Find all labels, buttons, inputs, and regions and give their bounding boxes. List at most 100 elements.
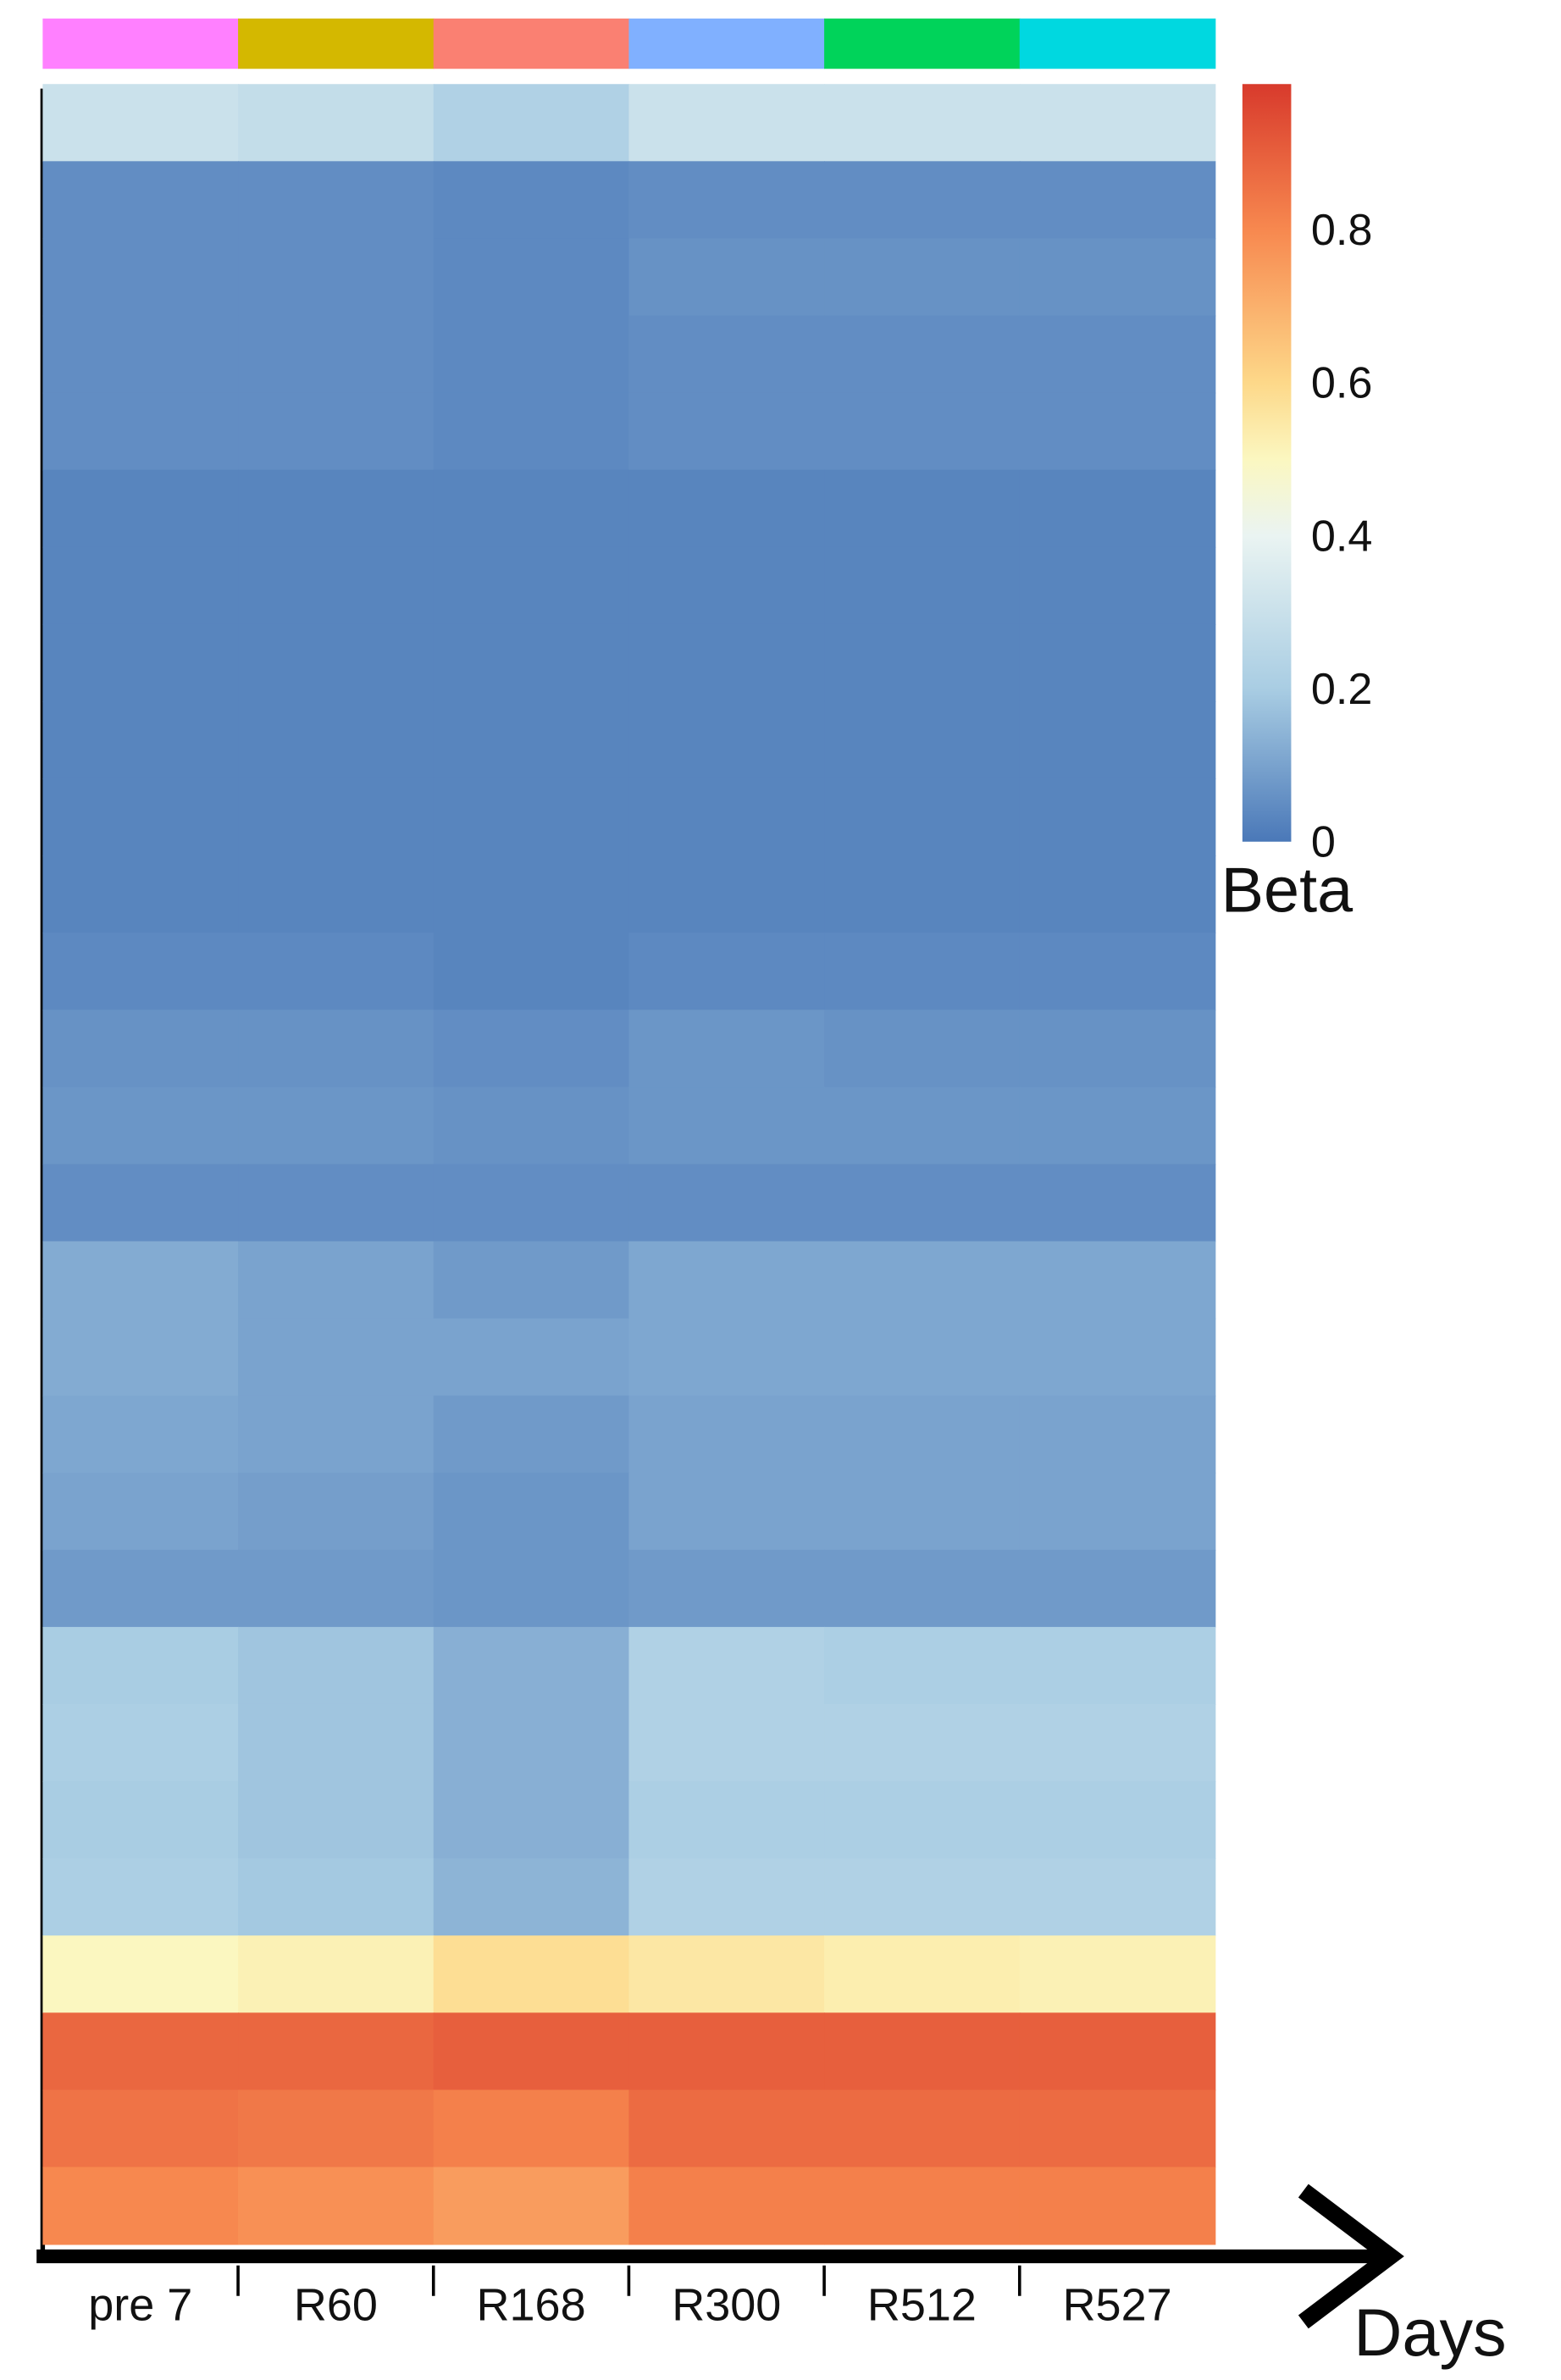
heatmap-cell [433,1858,630,1937]
heatmap-cell [1019,1010,1216,1088]
heatmap-cell [1019,1703,1216,1782]
heatmap-cell [238,469,435,548]
heatmap-cell [238,1010,435,1088]
group-color-bar [238,18,435,69]
heatmap-cell [42,1241,239,1320]
heatmap-cell [824,2012,1021,2091]
heatmap-cell [824,1241,1021,1320]
group-color-bar [1019,18,1216,69]
heatmap-cell [238,700,435,779]
heatmap-cell [42,1549,239,1628]
heatmap-cell [824,700,1021,779]
x-axis-label: Days [1353,2294,1506,2370]
heatmap-cell [824,778,1021,856]
heatmap-cell [824,84,1021,163]
heatmap-cell [433,933,630,1011]
heatmap-cell [628,1241,825,1320]
colorbar-label: Beta [1221,855,1353,927]
heatmap-cell [628,1626,825,1705]
heatmap-cell [1019,1626,1216,1705]
heatmap-cell [628,1858,825,1937]
heatmap-cell [433,623,630,702]
heatmap-cell [433,1703,630,1782]
heatmap-cell [42,1164,239,1243]
colorbar-tick-label: 0.6 [1311,359,1373,408]
heatmap-cell [628,1472,825,1551]
x-tick-label: R60 [294,2280,378,2331]
heatmap-cell [42,855,239,934]
heatmap-cell [628,855,825,934]
heatmap-cell [238,1858,435,1937]
heatmap-cell [238,2167,435,2245]
x-tick-label: R512 [867,2280,977,2331]
heatmap-cell [433,2089,630,2168]
heatmap-cell [238,546,435,625]
heatmap-cell [628,238,825,317]
heatmap-cell [824,1935,1021,2014]
heatmap-cell [42,623,239,702]
heatmap-cell [824,1395,1021,1474]
heatmap-cell [433,778,630,856]
colorbar-tick-label: 0.4 [1311,512,1373,561]
heatmap-cell [628,623,825,702]
heatmap-cell [42,1010,239,1088]
heatmap-cell [628,315,825,394]
heatmap-cell [824,1549,1021,1628]
heatmap-cell [824,1703,1021,1782]
heatmap-cell [42,1472,239,1551]
heatmap-cell [433,1318,630,1397]
heatmap-cell [628,1395,825,1474]
heatmap-cell [824,546,1021,625]
heatmap-cell [42,1318,239,1397]
heatmap-cell [1019,161,1216,240]
heatmap-cell [42,1703,239,1782]
heatmap-cell [824,392,1021,471]
heatmap-cell [433,1395,630,1474]
heatmap-cell [433,1241,630,1320]
heatmap-cell [628,546,825,625]
heatmap-cell [238,2012,435,2091]
heatmap-cell [824,1472,1021,1551]
heatmap-cell [824,1164,1021,1243]
heatmap-cell [1019,623,1216,702]
heatmap-cell [42,700,239,779]
heatmap-cell [628,84,825,163]
heatmap-cell [824,933,1021,1011]
heatmap-cell [628,1164,825,1243]
heatmap-cell [238,1395,435,1474]
heatmap-cell [824,1087,1021,1165]
heatmap-cell [42,2089,239,2168]
heatmap-cell [824,238,1021,317]
heatmap-cell [824,855,1021,934]
heatmap-cell [1019,2089,1216,2168]
heatmap-cell [238,1549,435,1628]
heatmap-cell [1019,1087,1216,1165]
heatmap-cell [238,1472,435,1551]
heatmap-cell [824,1318,1021,1397]
heatmap-cell [1019,1549,1216,1628]
heatmap-cell [1019,1241,1216,1320]
heatmap-cell [238,161,435,240]
heatmap-cell [238,1781,435,1860]
heatmap-cell [42,546,239,625]
heatmap-cell [824,1781,1021,1860]
heatmap-cell [628,1087,825,1165]
heatmap-cell [42,238,239,317]
heatmap-cell [824,2089,1021,2168]
heatmap-cell [238,1241,435,1320]
heatmap-cell [628,2012,825,2091]
heatmap-cell [1019,2167,1216,2245]
heatmap-cell [433,315,630,394]
heatmap-cell [1019,315,1216,394]
heatmap-cell [628,161,825,240]
heatmap-cell [238,1703,435,1782]
heatmap-cell [433,1549,630,1628]
heatmap-cell [238,855,435,934]
group-color-bar [824,18,1021,69]
heatmap-cell [628,1703,825,1782]
heatmap-cell [1019,84,1216,163]
heatmap-cell [824,2167,1021,2245]
colorbar [1242,84,1292,842]
heatmap-cell [628,1010,825,1088]
